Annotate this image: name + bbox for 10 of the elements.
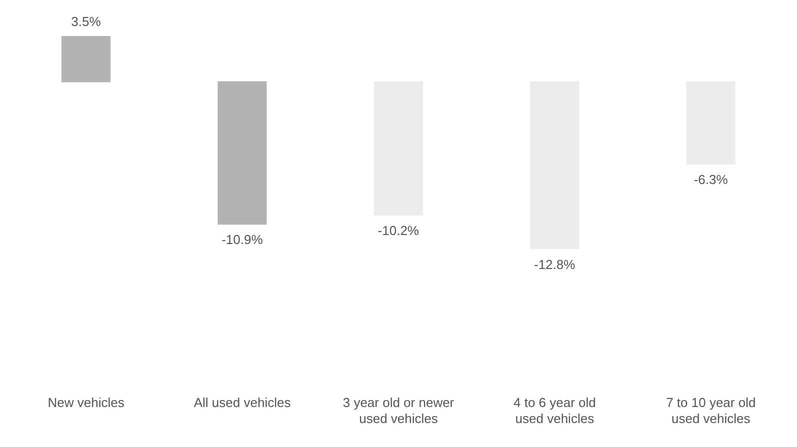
x-tick-label: All used vehicles (194, 395, 292, 410)
data-label: -10.9% (222, 232, 264, 248)
data-label: -10.2% (378, 223, 420, 238)
x-tick-label: New vehicles (48, 395, 125, 410)
x-tick-label: 4 to 6 year old used vehicles (514, 395, 596, 426)
x-tick-label: 3 year old or newer used vehicles (342, 395, 455, 426)
x-tick-label: 7 to 10 year old used vehicles (666, 395, 756, 426)
data-label: 3.5% (71, 14, 102, 29)
data-label: -6.3% (694, 172, 728, 188)
data-label: -12.8% (534, 257, 576, 272)
